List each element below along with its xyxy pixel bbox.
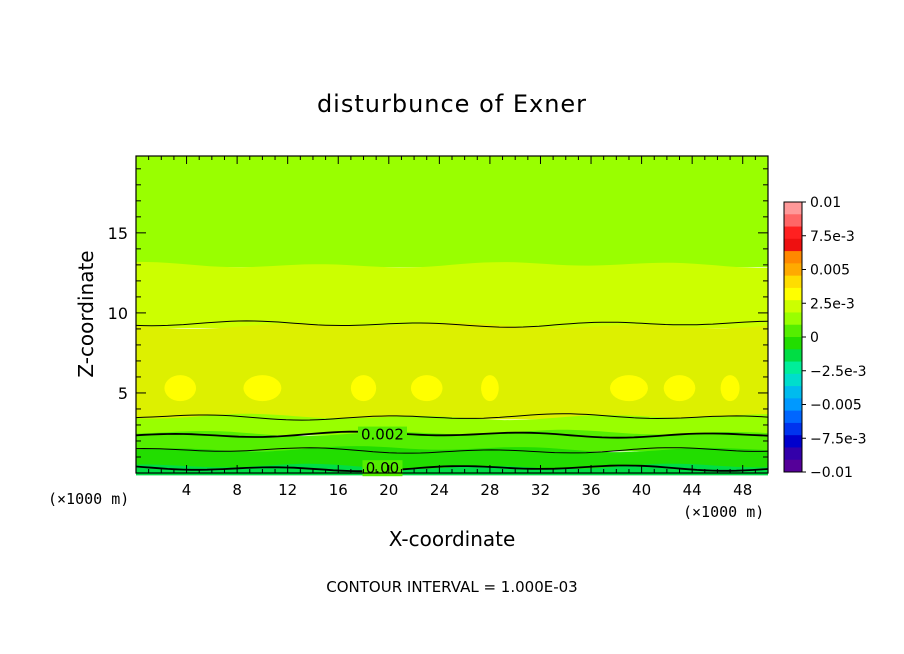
x-tick-label: 16: [329, 481, 348, 499]
contour-line: [135, 430, 769, 439]
x-tick-label: 32: [531, 481, 550, 499]
field-band: [136, 322, 768, 420]
contour-line: [135, 413, 769, 421]
colorbar-label: −7.5e-3: [810, 431, 867, 447]
colorbar-swatch: [784, 386, 802, 399]
colorbar-swatch: [784, 435, 802, 448]
y-tick-label: 10: [108, 304, 128, 323]
colorbar-swatch: [784, 275, 802, 289]
colorbar-swatch: [784, 459, 802, 473]
colorbar-label: 0: [810, 330, 819, 346]
colorbar-label: 7.5e-3: [810, 229, 855, 245]
x-tick-label: 36: [581, 481, 600, 499]
colorbar: 0.01 7.5e-3 0.005 2.5e-3 0 −2.5e-3 −0.005 −7.5e…: [783, 195, 867, 481]
y-tick-label: 15: [108, 224, 128, 243]
contour-label: 0.002: [361, 426, 404, 444]
max-patch: [350, 375, 377, 402]
x-axis-label: X-coordinate: [389, 527, 516, 551]
field-band: [136, 429, 768, 452]
max-patch: [243, 375, 282, 402]
colorbar-label: 0.005: [810, 263, 850, 279]
colorbar-swatch: [784, 202, 802, 215]
chart-title: disturbunce of Exner: [317, 90, 587, 118]
colorbar-swatch: [784, 447, 802, 461]
x-tick-label: 28: [480, 481, 499, 499]
x-tick-label: 4: [182, 481, 192, 499]
contour-label-bg: [357, 426, 407, 443]
colorbar-swatch: [784, 214, 802, 228]
colorbar-swatch: [784, 349, 802, 363]
field-band: [136, 261, 768, 329]
x-unit-right: (×1000 m): [683, 503, 764, 521]
x-tick-label: 48: [733, 481, 752, 499]
plot-area: 0.002 0.00: [135, 155, 769, 477]
contour-interval-footer: CONTOUR INTERVAL = 1.000E-03: [326, 578, 577, 596]
contour-line: [135, 320, 769, 328]
colorbar-swatch: [784, 226, 802, 240]
colorbar-swatch: [784, 251, 802, 264]
colorbar-swatch: [784, 324, 802, 338]
x-tick-label: 12: [278, 481, 297, 499]
x-tick-label: 8: [232, 481, 242, 499]
colorbar-swatch: [784, 373, 802, 387]
colorbar-swatch: [784, 422, 802, 436]
field-band: [136, 156, 768, 268]
colorbar-label: −0.01: [810, 465, 853, 481]
max-patch: [164, 375, 197, 402]
colorbar-swatch: [784, 238, 802, 252]
contour-line: [135, 447, 769, 454]
colorbar-label: −2.5e-3: [810, 364, 867, 380]
colorbar-swatch: [784, 263, 802, 277]
colorbar-swatch: [784, 300, 802, 313]
max-patch: [481, 375, 499, 402]
y-axis-label: Z-coordinate: [74, 250, 98, 377]
contour-label: 0.00: [366, 459, 399, 477]
colorbar-label: 2.5e-3: [810, 296, 855, 312]
colorbar-label: −0.005: [810, 398, 862, 414]
colorbar-swatch: [784, 312, 802, 326]
contour-line: [135, 464, 769, 473]
colorbar-swatch: [784, 337, 802, 350]
y-tick-label: 5: [118, 384, 128, 403]
colorbar-label: 0.01: [810, 195, 841, 211]
colorbar-swatch: [784, 287, 802, 301]
x-tick-label: 24: [430, 481, 449, 499]
x-tick-label: 44: [683, 481, 702, 499]
x-unit-left: (×1000 m): [48, 490, 129, 508]
max-patch: [663, 375, 696, 402]
max-patch: [720, 375, 740, 402]
x-tick-label: 40: [632, 481, 651, 499]
field-band: [136, 413, 768, 436]
colorbar-swatch: [784, 361, 802, 375]
y-axis: 5 10 15: [108, 168, 768, 458]
field-band: [136, 446, 768, 469]
max-patch: [410, 375, 443, 402]
colorbar-swatch: [784, 398, 802, 412]
contour-label-bg: [362, 460, 403, 477]
x-axis: 4 8 12 16 20 24 28 32 36 40 44 48: [148, 156, 756, 499]
x-tick-label: 20: [379, 481, 398, 499]
max-patch: [610, 375, 648, 402]
colorbar-swatch: [784, 410, 802, 424]
